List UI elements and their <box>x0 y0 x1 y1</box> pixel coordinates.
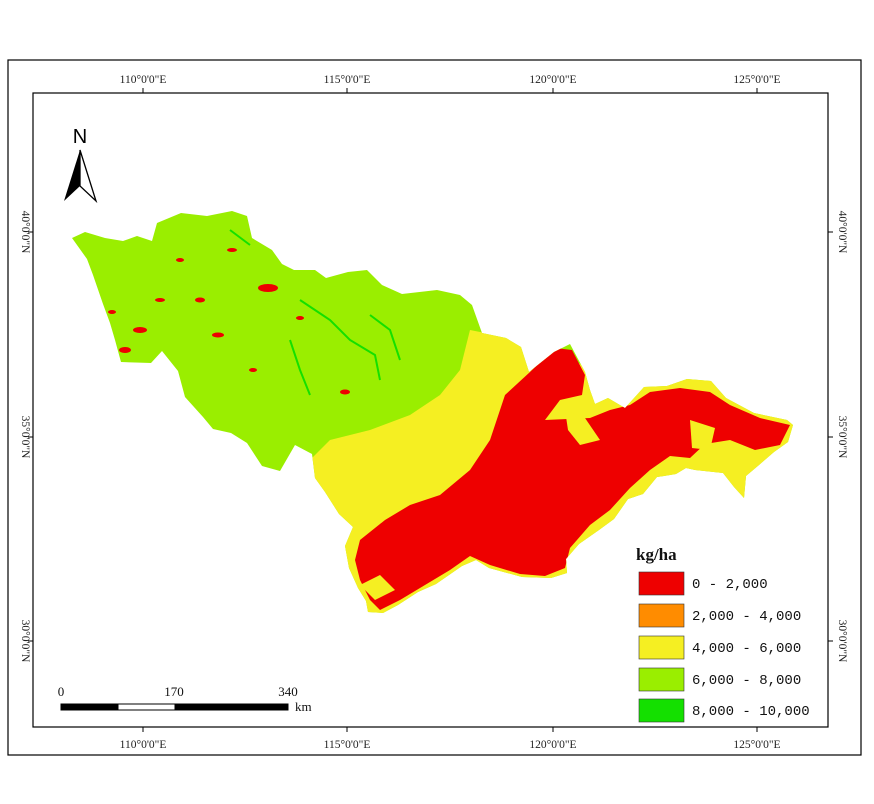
graticule-ticks <box>28 88 833 732</box>
scale-label: 340 <box>278 684 298 699</box>
scale-bar: 0 170 340 km <box>58 684 312 714</box>
legend-item: 2,000 - 4,000 <box>638 603 801 628</box>
north-arrow-icon <box>64 150 80 201</box>
lat-label-right: 40°0'0"N <box>836 211 848 254</box>
yield-zone-0-2000 <box>355 348 790 610</box>
legend-swatch <box>638 603 685 628</box>
scale-label: 170 <box>164 684 184 699</box>
legend-label: 6,000 - 8,000 <box>692 673 801 689</box>
lon-label-bottom: 120°0'0"E <box>529 739 576 751</box>
lon-labels-top: 110°0'0"E 115°0'0"E 120°0'0"E 125°0'0"E <box>120 74 781 86</box>
legend-swatch <box>638 571 685 596</box>
lat-labels-left: 40°0'0"N 35°0'0"N 30°0'0"N <box>19 211 31 663</box>
lon-label-bottom: 110°0'0"E <box>120 739 167 751</box>
scale-segment-1 <box>60 703 119 711</box>
scale-segment-2 <box>117 703 176 711</box>
legend-label: 8,000 - 10,000 <box>692 704 810 720</box>
legend-swatch <box>638 698 685 723</box>
legend-title: kg/ha <box>636 545 677 564</box>
lat-labels-right: 40°0'0"N 35°0'0"N 30°0'0"N <box>836 211 848 663</box>
scale-unit: km <box>295 699 312 714</box>
lon-labels-bottom: 110°0'0"E 115°0'0"E 120°0'0"E 125°0'0"E <box>120 739 781 751</box>
legend-label: 0 - 2,000 <box>692 577 768 593</box>
lat-label-right: 35°0'0"N <box>836 416 848 459</box>
legend-item: 6,000 - 8,000 <box>638 667 801 692</box>
lon-label-top: 110°0'0"E <box>120 74 167 86</box>
lat-label-left: 30°0'0"N <box>19 620 31 663</box>
legend-item: 4,000 - 6,000 <box>638 635 801 660</box>
legend: kg/ha 0 - 2,000 2,000 - 4,000 4,000 - 6,… <box>636 545 810 723</box>
legend-label: 2,000 - 4,000 <box>692 609 801 625</box>
lon-label-top: 125°0'0"E <box>733 74 780 86</box>
scale-segment-3 <box>174 703 289 711</box>
lon-label-bottom: 125°0'0"E <box>733 739 780 751</box>
lat-label-left: 35°0'0"N <box>19 416 31 459</box>
lon-label-top: 120°0'0"E <box>529 74 576 86</box>
lon-label-bottom: 115°0'0"E <box>324 739 371 751</box>
lon-label-top: 115°0'0"E <box>324 74 371 86</box>
legend-item: 8,000 - 10,000 <box>638 698 810 723</box>
lat-label-left: 40°0'0"N <box>19 211 31 254</box>
legend-swatch <box>638 635 685 660</box>
lat-label-right: 30°0'0"N <box>836 620 848 663</box>
north-arrow: N <box>64 126 98 204</box>
legend-item: 0 - 2,000 <box>638 571 768 596</box>
legend-label: 4,000 - 6,000 <box>692 641 801 657</box>
scale-label: 0 <box>58 684 65 699</box>
legend-swatch <box>638 667 685 692</box>
north-label: N <box>73 126 87 148</box>
